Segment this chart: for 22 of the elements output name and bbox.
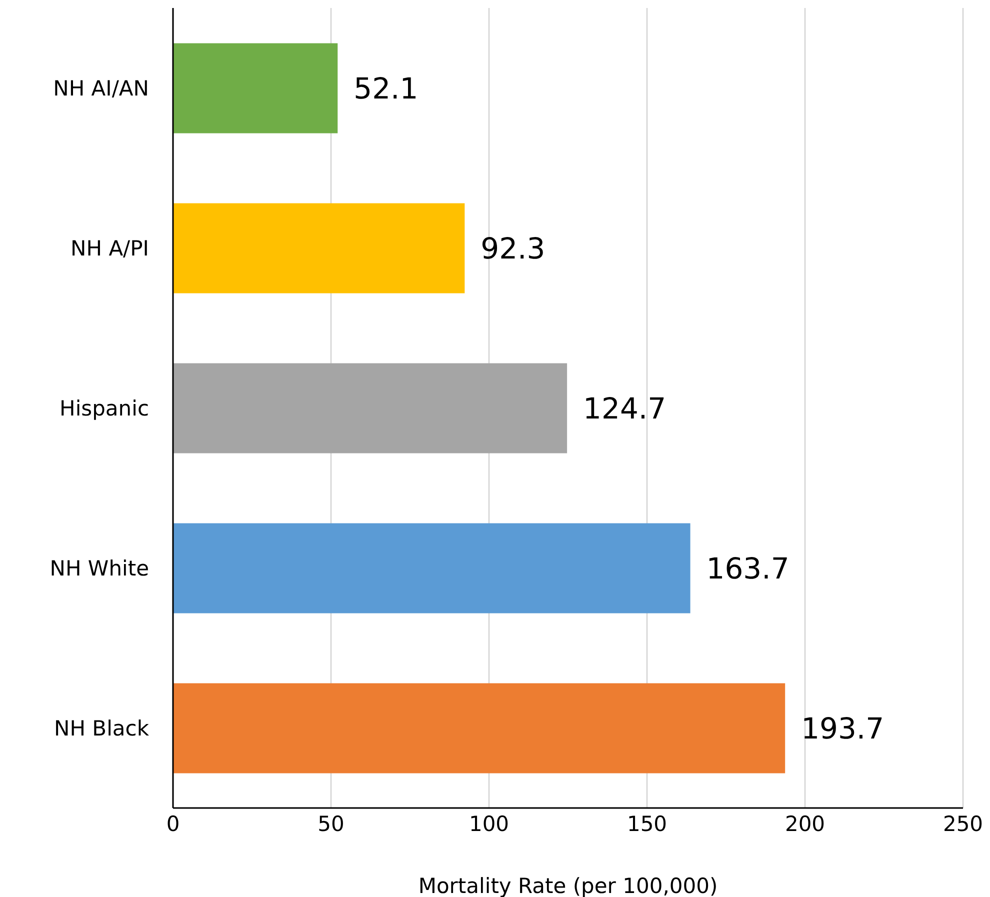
x-tick-label: 150	[626, 812, 668, 836]
x-axis-title: Mortality Rate (per 100,000)	[418, 874, 718, 897]
x-tick-label: 200	[784, 812, 826, 836]
data-label: 124.7	[583, 391, 666, 426]
bar	[173, 43, 338, 134]
bar	[173, 523, 690, 614]
y-tick-label: NH AI/AN	[53, 76, 149, 100]
data-label: 52.1	[354, 71, 418, 106]
data-label: 193.7	[801, 711, 884, 746]
y-tick-label: NH Black	[54, 716, 150, 740]
bar	[173, 683, 786, 774]
x-tick-label: 100	[468, 812, 510, 836]
data-label: 163.7	[706, 551, 790, 586]
bar	[173, 203, 465, 294]
x-tick-label: 0	[166, 812, 180, 836]
x-tick-label: 250	[942, 812, 984, 836]
data-label: 92.3	[480, 231, 546, 266]
y-tick-label: NH A/PI	[70, 236, 149, 260]
y-tick-label: NH White	[50, 556, 149, 580]
y-tick-label: Hispanic	[60, 396, 149, 420]
x-tick-label: 50	[318, 812, 344, 836]
bar	[173, 363, 568, 454]
